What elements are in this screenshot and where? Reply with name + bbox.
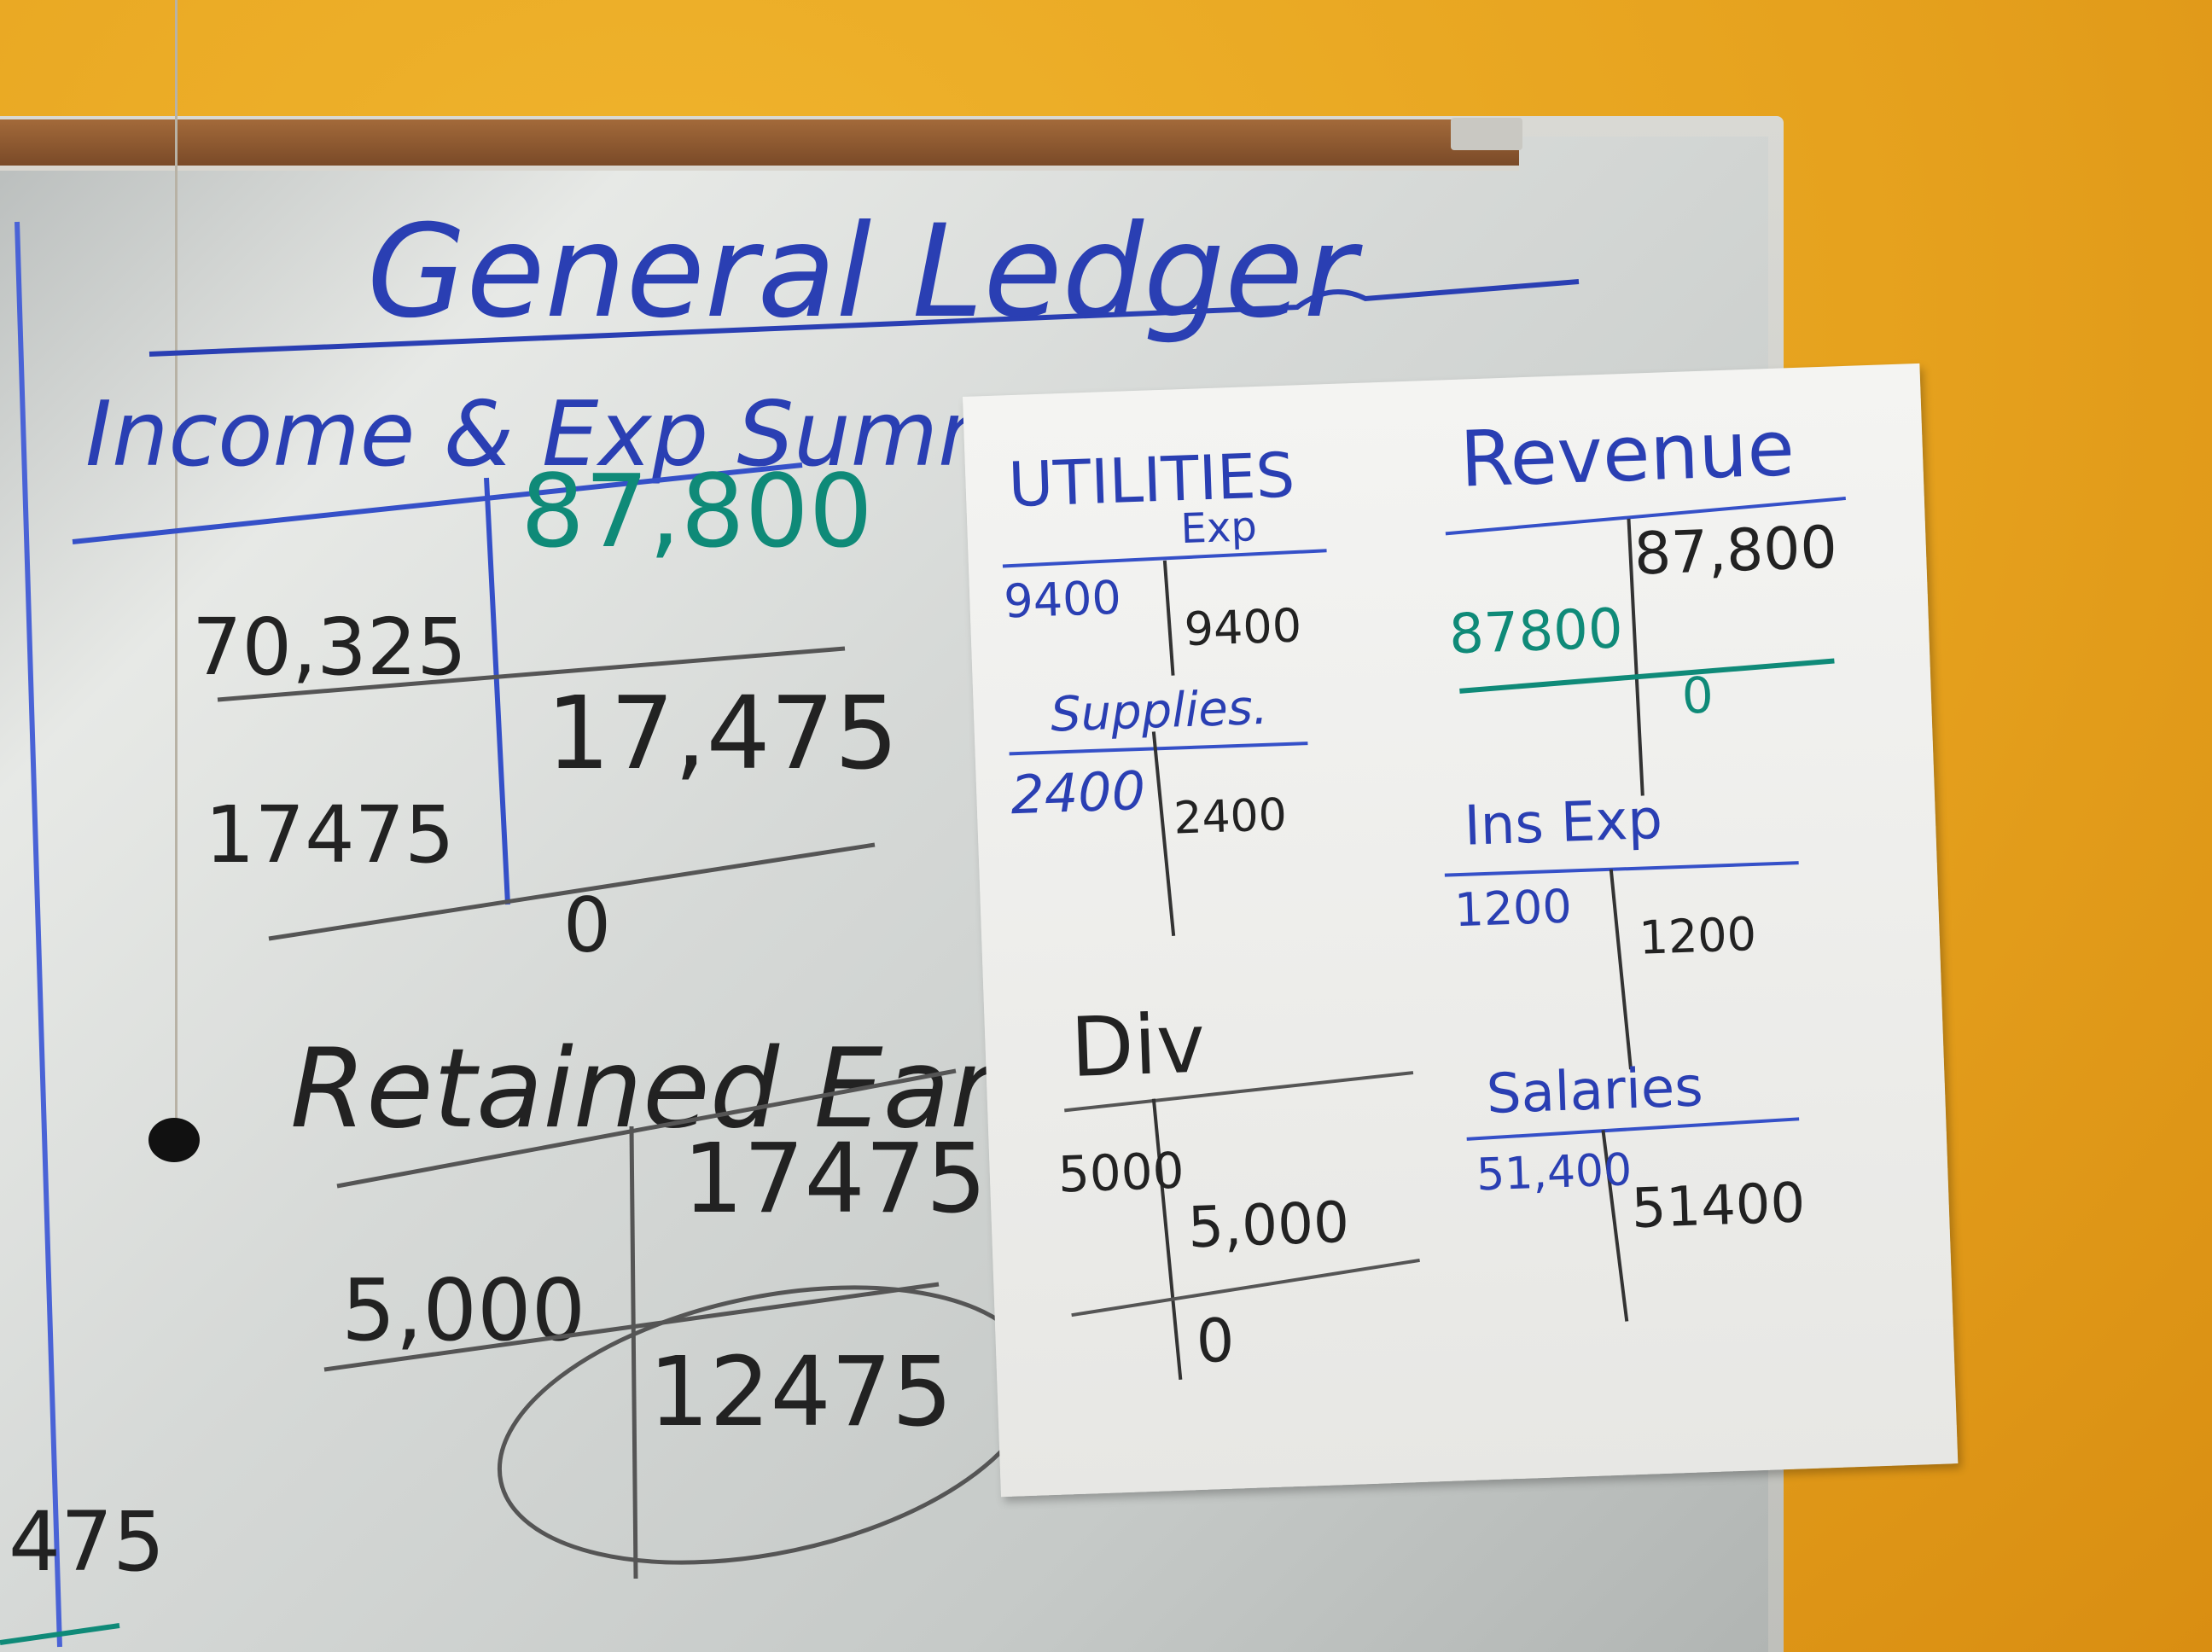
ledger-sheet: UTILITIES Exp 9400 9400 Supplies. 2400 2… — [963, 363, 1959, 1498]
salaries-divider — [1601, 1130, 1629, 1322]
dividends-credit: 5,000 — [1187, 1190, 1351, 1261]
supplies-heading: Supplies. — [1050, 680, 1269, 743]
income-summary-rule — [72, 462, 803, 544]
edge-number: 475 — [9, 1494, 165, 1590]
revenue-divider — [1627, 518, 1644, 796]
supplies-divider — [1151, 731, 1176, 936]
utilities-debit: 9400 — [1003, 571, 1122, 629]
income-summary-line-1 — [217, 646, 846, 702]
margin-line — [15, 221, 62, 1648]
title-underline — [148, 279, 1580, 357]
insurance-divider — [1609, 869, 1633, 1070]
sheet-ink: UTILITIES Exp 9400 9400 Supplies. 2400 2… — [1002, 404, 1846, 1380]
revenue-debit: 87800 — [1448, 597, 1624, 666]
hanging-string — [175, 0, 178, 1126]
retained-earnings-divider — [629, 1126, 638, 1579]
dividends-line — [1071, 1258, 1420, 1318]
marker-tray — [0, 119, 1519, 171]
retained-earnings-rule — [336, 1068, 957, 1189]
board-title: General Ledger — [367, 198, 1363, 346]
income-summary-debit-2: 17475 — [205, 789, 455, 881]
revenue-rule — [1445, 496, 1846, 536]
dividends-debit: 5000 — [1057, 1142, 1185, 1204]
utilities-credit: 9400 — [1184, 598, 1303, 656]
utilities-sub: Exp — [1180, 503, 1258, 553]
edge-green-line — [0, 1623, 120, 1645]
eraser-plug — [148, 1118, 200, 1162]
insurance-credit: 1200 — [1639, 907, 1758, 965]
revenue-heading: Revenue — [1458, 404, 1796, 505]
revenue-zero: 0 — [1681, 666, 1714, 725]
dividends-divider — [1151, 1098, 1183, 1380]
dividends-zero: 0 — [1195, 1306, 1235, 1377]
utilities-divider — [1162, 560, 1175, 676]
insurance-debit: 1200 — [1453, 879, 1573, 937]
supplies-debit: 2400 — [1010, 759, 1146, 826]
retained-earnings-balance: 12475 — [649, 1337, 952, 1448]
insurance-heading: Ins Exp — [1464, 788, 1664, 858]
revenue-green-line — [1459, 658, 1835, 694]
supplies-rule — [1009, 742, 1308, 756]
salaries-rule — [1466, 1117, 1800, 1141]
dividends-rule — [1064, 1071, 1414, 1113]
insurance-rule — [1444, 861, 1799, 877]
income-summary-divider — [484, 477, 510, 905]
salaries-debit: 51,400 — [1476, 1144, 1633, 1201]
utilities-heading: UTILITIES — [1007, 439, 1295, 521]
income-summary-debit-1: 70,325 — [192, 602, 467, 693]
supplies-credit: 2400 — [1173, 789, 1287, 845]
income-summary-zero: 0 — [563, 881, 611, 969]
dividends-heading: Div — [1069, 996, 1207, 1096]
retained-earnings-debit-1: 5,000 — [341, 1260, 585, 1360]
rail-end-cap — [1451, 118, 1522, 150]
salaries-credit: 51400 — [1630, 1172, 1806, 1241]
salaries-heading: Salaries — [1486, 1056, 1704, 1126]
utilities-rule — [1002, 549, 1327, 568]
retained-earnings-line — [323, 1282, 940, 1372]
income-summary-line-2 — [268, 842, 876, 941]
revenue-credit: 87,800 — [1633, 514, 1839, 588]
income-summary-credit-balance: 17,475 — [546, 674, 899, 792]
retained-earnings-credit-1: 17475 — [683, 1124, 987, 1235]
income-summary-credit-top: 87,800 — [521, 452, 873, 570]
